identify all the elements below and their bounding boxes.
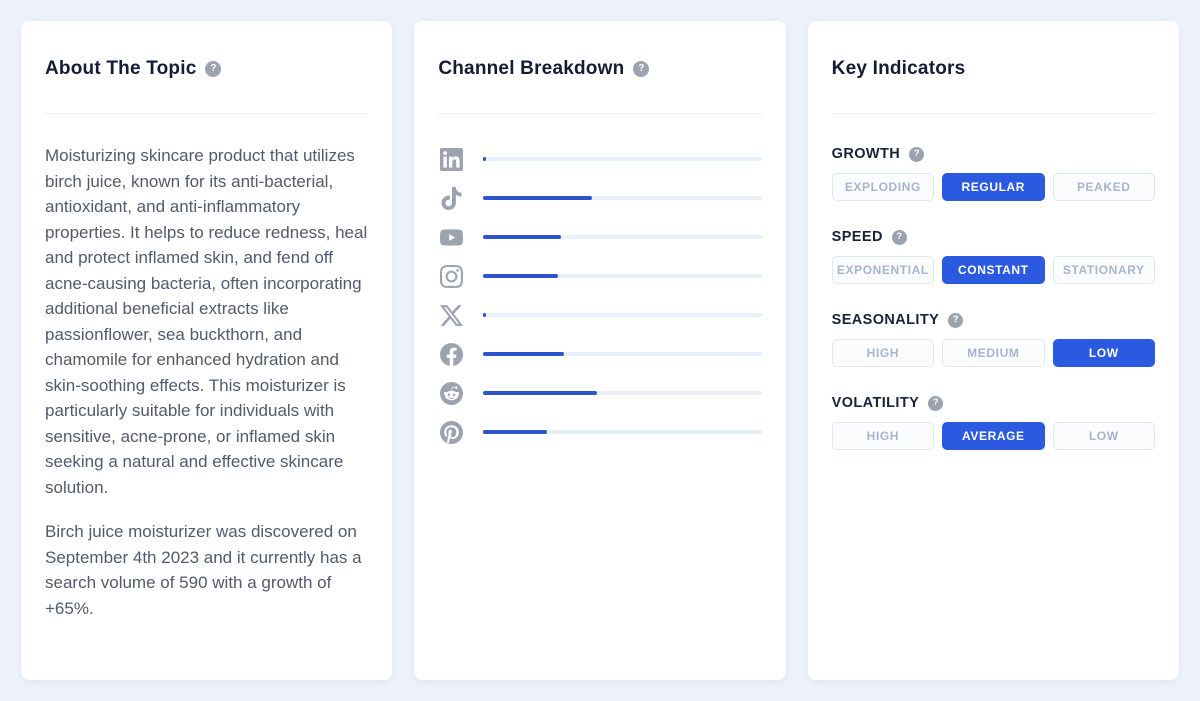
volatility-option-low[interactable]: LOW bbox=[1052, 422, 1155, 450]
speed-option-constant[interactable]: CONSTANT bbox=[942, 256, 1045, 284]
key-indicators-title: Key Indicators bbox=[831, 58, 966, 79]
seasonality-option-high[interactable]: HIGH bbox=[831, 339, 935, 367]
divider bbox=[831, 113, 1155, 114]
volatility-options: HIGH AVERAGE LOW bbox=[831, 422, 1155, 450]
channel-bar-fill bbox=[483, 274, 559, 278]
channel-bar-fill bbox=[483, 352, 565, 356]
key-indicators-card: Key Indicators GROWTH? EXPLODING REGULAR PE… bbox=[807, 21, 1179, 680]
help-icon[interactable]: ? bbox=[891, 229, 907, 245]
channel-bar-track bbox=[483, 430, 762, 434]
channel-bar-fill bbox=[483, 313, 487, 317]
indicator-group-growth: GROWTH? EXPLODING REGULAR PEAKED bbox=[831, 146, 1155, 201]
facebook-icon bbox=[438, 341, 464, 367]
channel-bar-track bbox=[483, 235, 762, 239]
about-topic-body: Moisturizing skincare product that utili… bbox=[45, 143, 368, 621]
help-icon[interactable]: ? bbox=[205, 61, 222, 77]
channel-row-pinterest bbox=[438, 419, 762, 445]
indicator-group-volatility: VOLATILITY? HIGH AVERAGE LOW bbox=[831, 395, 1155, 450]
speed-options: EXPONENTIAL CONSTANT STATIONARY bbox=[831, 256, 1155, 284]
indicator-label-growth: GROWTH bbox=[831, 146, 901, 162]
speed-option-stationary[interactable]: STATIONARY bbox=[1052, 256, 1155, 284]
indicator-label-speed: SPEED bbox=[831, 229, 883, 245]
channel-bar-track bbox=[483, 157, 762, 161]
reddit-icon bbox=[438, 380, 464, 406]
channel-row-instagram bbox=[438, 263, 762, 289]
channel-bar-fill bbox=[483, 196, 592, 200]
seasonality-option-low[interactable]: LOW bbox=[1052, 339, 1155, 367]
divider bbox=[438, 113, 762, 114]
indicator-groups: GROWTH? EXPLODING REGULAR PEAKED SPEED? EXPON… bbox=[831, 146, 1155, 450]
channel-bar-track bbox=[483, 352, 762, 356]
channel-row-youtube bbox=[438, 224, 762, 250]
channel-bar-fill bbox=[483, 391, 598, 395]
about-paragraph: Moisturizing skincare product that utili… bbox=[45, 146, 368, 497]
channel-bar-fill bbox=[483, 157, 487, 161]
channel-breakdown-title: Channel Breakdown bbox=[438, 58, 625, 79]
divider bbox=[45, 113, 369, 114]
pinterest-icon bbox=[438, 419, 464, 445]
speed-option-exponential[interactable]: EXPONENTIAL bbox=[831, 256, 935, 284]
help-icon[interactable]: ? bbox=[928, 395, 944, 411]
channel-row-facebook bbox=[438, 341, 762, 367]
channel-breakdown-card: Channel Breakdown ? bbox=[414, 21, 786, 680]
growth-option-exploding[interactable]: EXPLODING bbox=[831, 173, 935, 201]
linkedin-icon bbox=[438, 146, 464, 172]
volatility-option-average[interactable]: AVERAGE bbox=[942, 422, 1045, 450]
help-icon[interactable]: ? bbox=[948, 312, 964, 328]
seasonality-option-medium[interactable]: MEDIUM bbox=[942, 339, 1045, 367]
channel-bar-track bbox=[483, 313, 762, 317]
channel-row-linkedin bbox=[438, 146, 762, 172]
indicator-label-volatility: VOLATILITY bbox=[831, 395, 920, 411]
channel-bar-track bbox=[483, 274, 762, 278]
about-topic-card: About The Topic ? Moisturizing skincare … bbox=[21, 21, 393, 680]
channel-row-x bbox=[438, 302, 762, 328]
growth-options: EXPLODING REGULAR PEAKED bbox=[831, 173, 1155, 201]
about-topic-title: About The Topic bbox=[45, 58, 197, 79]
help-icon[interactable]: ? bbox=[633, 61, 650, 77]
growth-option-peaked[interactable]: PEAKED bbox=[1052, 173, 1155, 201]
growth-option-regular[interactable]: REGULAR bbox=[942, 173, 1045, 201]
indicator-group-seasonality: SEASONALITY? HIGH MEDIUM LOW bbox=[831, 312, 1155, 367]
youtube-icon bbox=[438, 224, 464, 250]
indicator-group-speed: SPEED? EXPONENTIAL CONSTANT STATIONARY bbox=[831, 229, 1155, 284]
channel-row-tiktok bbox=[438, 185, 762, 211]
indicator-label-seasonality: SEASONALITY bbox=[831, 312, 940, 328]
tiktok-icon bbox=[438, 185, 464, 211]
channel-bar-track bbox=[483, 196, 762, 200]
help-icon[interactable]: ? bbox=[909, 146, 925, 162]
channel-bar-fill bbox=[483, 235, 562, 239]
seasonality-options: HIGH MEDIUM LOW bbox=[831, 339, 1155, 367]
channel-bar-track bbox=[483, 391, 762, 395]
x-icon bbox=[438, 302, 464, 328]
volatility-option-high[interactable]: HIGH bbox=[831, 422, 935, 450]
channel-bar-fill bbox=[483, 430, 548, 434]
channel-row-reddit bbox=[438, 380, 762, 406]
instagram-icon bbox=[438, 263, 464, 289]
channel-list bbox=[438, 146, 762, 445]
about-paragraph: Birch juice moisturizer was discovered o… bbox=[45, 522, 362, 618]
